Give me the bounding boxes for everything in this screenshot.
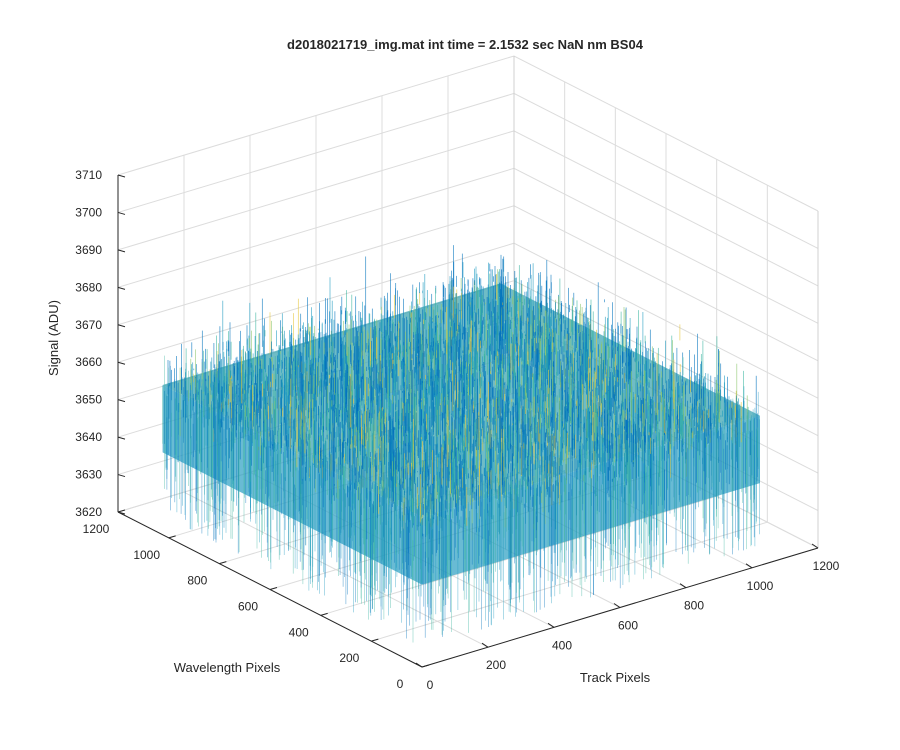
grid-line-z [117, 130, 819, 287]
grid-line-z [117, 92, 819, 249]
grid-line-y-floor [371, 521, 768, 642]
grid-line-z [117, 55, 819, 212]
surface-plot [162, 245, 761, 643]
